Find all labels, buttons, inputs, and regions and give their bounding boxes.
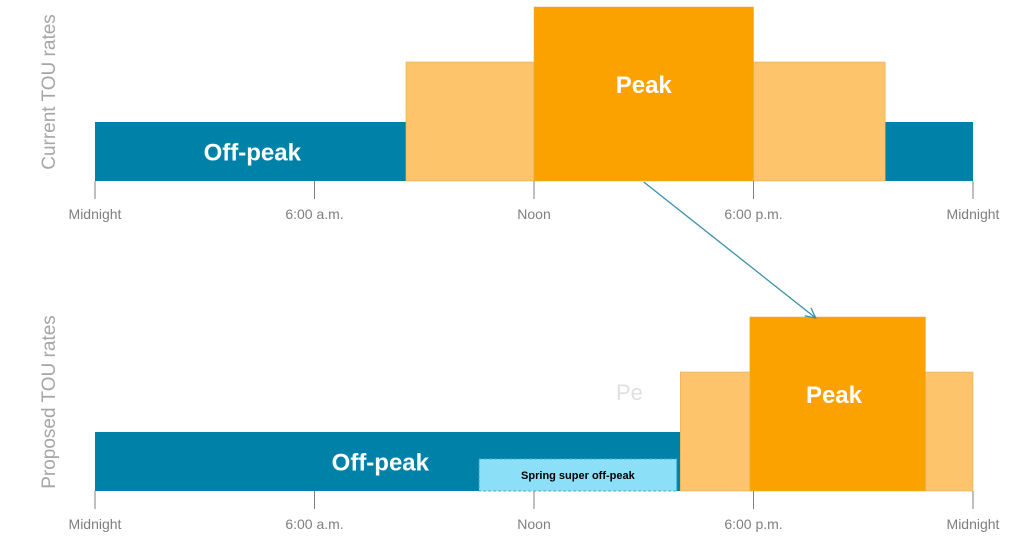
period-bar-1-3 — [749, 316, 926, 492]
period-bar-1-1 — [680, 371, 751, 492]
tick-label-1-3: 6:00 p.m. — [724, 516, 782, 532]
tick-label-1-0: Midnight — [69, 516, 122, 532]
tick-label-0-2: Noon — [517, 206, 550, 222]
tick-label-0-1: 6:00 a.m. — [285, 206, 343, 222]
ghost-text: Pe — [616, 380, 643, 405]
period-bar-1-2 — [925, 371, 974, 492]
current-time-axis: Midnight 6:00 a.m. Noon 6:00 p.m. Midnight — [69, 181, 1000, 222]
period-label-1-0: Off-peak — [332, 450, 430, 477]
current-period-bars: Off-peak Peak — [95, 6, 973, 182]
period-label-0-0: Off-peak — [204, 140, 302, 167]
proposed-ylabel: Proposed TOU rates — [39, 315, 60, 489]
super-off-peak-overlay: Spring super off-peak — [478, 458, 678, 492]
period-bar-0-3 — [533, 6, 754, 182]
period-bar-0-1 — [405, 61, 535, 182]
shift-arrow — [643, 181, 817, 319]
shift-arrow-line — [643, 181, 817, 319]
tick-label-1-4: Midnight — [947, 516, 1000, 532]
super-off-peak-box — [478, 458, 678, 492]
proposed-tou-chart: Proposed TOU rates Pe Off-peak Peak Sprin… — [39, 315, 1000, 532]
tick-label-0-4: Midnight — [947, 206, 1000, 222]
current-ylabel: Current TOU rates — [39, 14, 60, 170]
tick-label-0-3: 6:00 p.m. — [724, 206, 782, 222]
current-tou-chart: Current TOU rates Off-peak Peak Midnight 6… — [39, 6, 1000, 222]
proposed-time-axis: Midnight 6:00 a.m. Noon 6:00 p.m. Midnight — [69, 491, 1000, 532]
shift-arrow-head — [804, 307, 817, 319]
tick-label-1-1: 6:00 a.m. — [285, 516, 343, 532]
super-off-peak-label: Spring super off-peak — [521, 470, 636, 482]
tick-label-0-0: Midnight — [69, 206, 122, 222]
tick-label-1-2: Noon — [517, 516, 550, 532]
period-label-1-3: Peak — [806, 382, 863, 409]
period-bar-0-2 — [753, 61, 886, 182]
proposed-period-bars: Off-peak Peak — [95, 316, 974, 492]
period-label-0-3: Peak — [616, 72, 673, 99]
